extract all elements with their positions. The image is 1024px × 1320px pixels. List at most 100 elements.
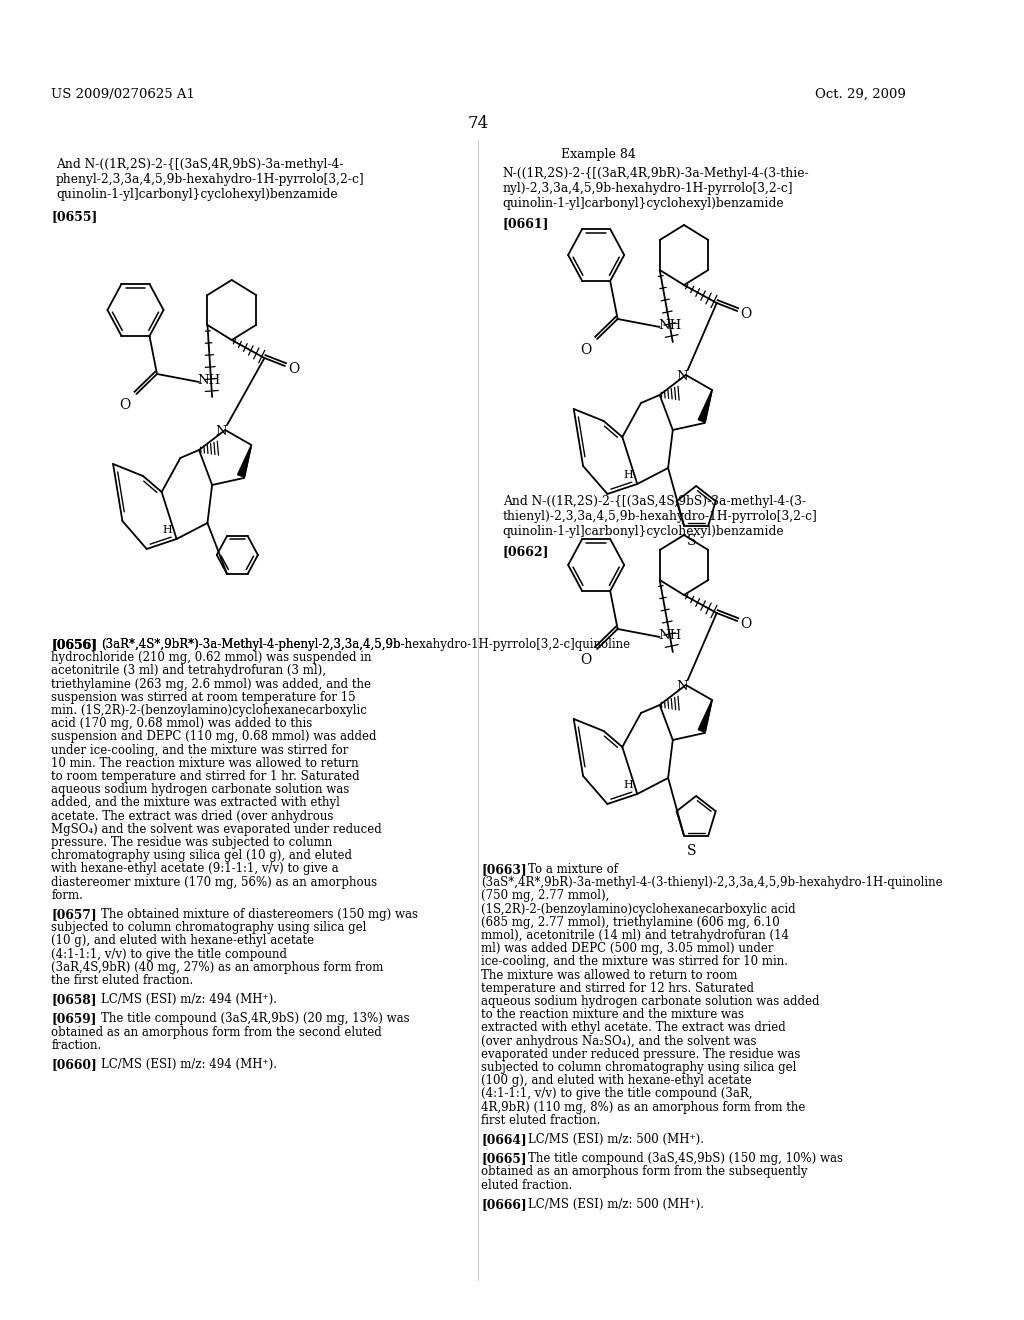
Text: obtained as an amorphous form from the second eluted: obtained as an amorphous form from the s… bbox=[51, 1026, 382, 1039]
Text: [0660]: [0660] bbox=[51, 1059, 97, 1071]
Text: 4R,9bR) (110 mg, 8%) as an amorphous form from the: 4R,9bR) (110 mg, 8%) as an amorphous for… bbox=[481, 1101, 806, 1114]
Text: (4:1-1:1, v/v) to give the title compound (3aR,: (4:1-1:1, v/v) to give the title compoun… bbox=[481, 1088, 753, 1101]
Text: O: O bbox=[740, 616, 752, 631]
Text: Example 84: Example 84 bbox=[561, 148, 636, 161]
Text: nyl)-2,3,3a,4,5,9b-hexahydro-1H-pyrrolo[3,2-c]: nyl)-2,3,3a,4,5,9b-hexahydro-1H-pyrrolo[… bbox=[503, 182, 794, 195]
Text: (10 g), and eluted with hexane-ethyl acetate: (10 g), and eluted with hexane-ethyl ace… bbox=[51, 935, 314, 948]
Text: fraction.: fraction. bbox=[51, 1039, 101, 1052]
Text: [0664]: [0664] bbox=[481, 1133, 527, 1146]
Text: The obtained mixture of diastereomers (150 mg) was: The obtained mixture of diastereomers (1… bbox=[101, 908, 418, 921]
Text: quinolin-1-yl]carbonyl}cyclohexyl)benzamide: quinolin-1-yl]carbonyl}cyclohexyl)benzam… bbox=[503, 197, 784, 210]
Text: The title compound (3aS,4R,9bS) (20 mg, 13%) was: The title compound (3aS,4R,9bS) (20 mg, … bbox=[101, 1012, 410, 1026]
Polygon shape bbox=[238, 445, 251, 478]
Text: O: O bbox=[740, 308, 752, 321]
Text: O: O bbox=[581, 653, 592, 667]
Text: N: N bbox=[676, 370, 688, 383]
Text: acetate. The extract was dried (over anhydrous: acetate. The extract was dried (over anh… bbox=[51, 809, 334, 822]
Text: aqueous sodium hydrogen carbonate solution was added: aqueous sodium hydrogen carbonate soluti… bbox=[481, 995, 820, 1008]
Text: quinolin-1-yl]carbonyl}cyclohexyl)benzamide: quinolin-1-yl]carbonyl}cyclohexyl)benzam… bbox=[503, 525, 784, 539]
Text: [0658]: [0658] bbox=[51, 993, 97, 1006]
Text: diastereomer mixture (170 mg, 56%) as an amorphous: diastereomer mixture (170 mg, 56%) as an… bbox=[51, 875, 378, 888]
Text: suspension and DEPC (110 mg, 0.68 mmol) was added: suspension and DEPC (110 mg, 0.68 mmol) … bbox=[51, 730, 377, 743]
Text: ml) was added DEPC (500 mg, 3.05 mmol) under: ml) was added DEPC (500 mg, 3.05 mmol) u… bbox=[481, 942, 774, 956]
Text: obtained as an amorphous form from the subsequently: obtained as an amorphous form from the s… bbox=[481, 1166, 808, 1179]
Text: to the reaction mixture and the mixture was: to the reaction mixture and the mixture … bbox=[481, 1008, 744, 1022]
Text: And N-((1R,2S)-2-{[(3aS,4R,9bS)-3a-methyl-4-: And N-((1R,2S)-2-{[(3aS,4R,9bS)-3a-methy… bbox=[56, 158, 344, 172]
Text: form.: form. bbox=[51, 888, 83, 902]
Text: [0661]: [0661] bbox=[503, 216, 549, 230]
Text: under ice-cooling, and the mixture was stirred for: under ice-cooling, and the mixture was s… bbox=[51, 743, 349, 756]
Text: ice-cooling, and the mixture was stirred for 10 min.: ice-cooling, and the mixture was stirred… bbox=[481, 956, 788, 969]
Text: The mixture was allowed to return to room: The mixture was allowed to return to roo… bbox=[481, 969, 737, 982]
Text: evaporated under reduced pressure. The residue was: evaporated under reduced pressure. The r… bbox=[481, 1048, 801, 1061]
Text: the first eluted fraction.: the first eluted fraction. bbox=[51, 974, 194, 987]
Text: suspension was stirred at room temperature for 15: suspension was stirred at room temperatu… bbox=[51, 690, 356, 704]
Text: acetonitrile (3 ml) and tetrahydrofuran (3 ml),: acetonitrile (3 ml) and tetrahydrofuran … bbox=[51, 664, 327, 677]
Text: H: H bbox=[623, 470, 633, 480]
Text: LC/MS (ESI) m/z: 494 (MH⁺).: LC/MS (ESI) m/z: 494 (MH⁺). bbox=[101, 993, 276, 1006]
Text: [0665]: [0665] bbox=[481, 1152, 526, 1166]
Text: to room temperature and stirred for 1 hr. Saturated: to room temperature and stirred for 1 hr… bbox=[51, 770, 360, 783]
Text: pressure. The residue was subjected to column: pressure. The residue was subjected to c… bbox=[51, 836, 333, 849]
Text: (over anhydrous Na₂SO₄), and the solvent was: (over anhydrous Na₂SO₄), and the solvent… bbox=[481, 1035, 757, 1048]
Text: with hexane-ethyl acetate (9:1-1:1, v/v) to give a: with hexane-ethyl acetate (9:1-1:1, v/v)… bbox=[51, 862, 339, 875]
Text: triethylamine (263 mg, 2.6 mmol) was added, and the: triethylamine (263 mg, 2.6 mmol) was add… bbox=[51, 677, 372, 690]
Text: MgSO₄) and the solvent was evaporated under reduced: MgSO₄) and the solvent was evaporated un… bbox=[51, 822, 382, 836]
Text: [0659]: [0659] bbox=[51, 1012, 97, 1026]
Text: thienyl)-2,3,3a,4,5,9b-hexahydro-1H-pyrrolo[3,2-c]: thienyl)-2,3,3a,4,5,9b-hexahydro-1H-pyrr… bbox=[503, 510, 817, 523]
Text: subjected to column chromatography using silica gel: subjected to column chromatography using… bbox=[481, 1061, 797, 1074]
Text: added, and the mixture was extracted with ethyl: added, and the mixture was extracted wit… bbox=[51, 796, 340, 809]
Text: NH: NH bbox=[657, 319, 681, 333]
Text: N: N bbox=[216, 425, 227, 438]
Text: (1S,2R)-2-(benzoylamino)cyclohexanecarboxylic acid: (1S,2R)-2-(benzoylamino)cyclohexanecarbo… bbox=[481, 903, 796, 916]
Text: S: S bbox=[687, 535, 696, 548]
Text: mmol), acetonitrile (14 ml) and tetrahydrofuran (14: mmol), acetonitrile (14 ml) and tetrahyd… bbox=[481, 929, 790, 942]
Text: extracted with ethyl acetate. The extract was dried: extracted with ethyl acetate. The extrac… bbox=[481, 1022, 786, 1035]
Text: eluted fraction.: eluted fraction. bbox=[481, 1179, 572, 1192]
Text: min. (1S,2R)-2-(benzoylamino)cyclohexanecarboxylic: min. (1S,2R)-2-(benzoylamino)cyclohexane… bbox=[51, 704, 368, 717]
Text: 74: 74 bbox=[468, 115, 489, 132]
Text: (750 mg, 2.77 mmol),: (750 mg, 2.77 mmol), bbox=[481, 890, 609, 903]
Text: phenyl-2,3,3a,4,5,9b-hexahydro-1H-pyrrolo[3,2-c]: phenyl-2,3,3a,4,5,9b-hexahydro-1H-pyrrol… bbox=[56, 173, 365, 186]
Text: chromatography using silica gel (10 g), and eluted: chromatography using silica gel (10 g), … bbox=[51, 849, 352, 862]
Text: quinolin-1-yl]carbonyl}cyclohexyl)benzamide: quinolin-1-yl]carbonyl}cyclohexyl)benzam… bbox=[56, 187, 338, 201]
Text: (3aR,4S,9bR) (40 mg, 27%) as an amorphous form from: (3aR,4S,9bR) (40 mg, 27%) as an amorphou… bbox=[51, 961, 384, 974]
Text: LC/MS (ESI) m/z: 500 (MH⁺).: LC/MS (ESI) m/z: 500 (MH⁺). bbox=[528, 1133, 703, 1146]
Text: NH: NH bbox=[198, 374, 220, 387]
Text: S: S bbox=[687, 843, 696, 858]
Text: O: O bbox=[581, 343, 592, 356]
Text: [0655]: [0655] bbox=[51, 210, 97, 223]
Text: O: O bbox=[288, 362, 299, 376]
Polygon shape bbox=[698, 389, 712, 422]
Text: [0656]: [0656] bbox=[51, 638, 97, 651]
Text: [0656]: [0656] bbox=[51, 638, 97, 651]
Polygon shape bbox=[698, 700, 712, 733]
Text: NH: NH bbox=[657, 630, 681, 642]
Text: (100 g), and eluted with hexane-ethyl acetate: (100 g), and eluted with hexane-ethyl ac… bbox=[481, 1074, 752, 1088]
Text: LC/MS (ESI) m/z: 494 (MH⁺).: LC/MS (ESI) m/z: 494 (MH⁺). bbox=[101, 1059, 276, 1071]
Text: H: H bbox=[163, 525, 172, 536]
Text: To a mixture of: To a mixture of bbox=[528, 863, 617, 876]
Text: [0662]: [0662] bbox=[503, 545, 549, 558]
Text: temperature and stirred for 12 hrs. Saturated: temperature and stirred for 12 hrs. Satu… bbox=[481, 982, 755, 995]
Text: subjected to column chromatography using silica gel: subjected to column chromatography using… bbox=[51, 921, 367, 935]
Text: acid (170 mg, 0.68 mmol) was added to this: acid (170 mg, 0.68 mmol) was added to th… bbox=[51, 717, 312, 730]
Text: [0666]: [0666] bbox=[481, 1197, 527, 1210]
Text: And N-((1R,2S)-2-{[(3aS,4S,9bS)-3a-methyl-4-(3-: And N-((1R,2S)-2-{[(3aS,4S,9bS)-3a-methy… bbox=[503, 495, 806, 508]
Text: 10 min. The reaction mixture was allowed to return: 10 min. The reaction mixture was allowed… bbox=[51, 756, 359, 770]
Text: [0657]: [0657] bbox=[51, 908, 97, 921]
Text: US 2009/0270625 A1: US 2009/0270625 A1 bbox=[51, 88, 196, 102]
Text: (3aS*,4R*,9bR)-3a-methyl-4-(3-thienyl)-2,3,3a,4,5,9b-hexahydro-1H-quinoline: (3aS*,4R*,9bR)-3a-methyl-4-(3-thienyl)-2… bbox=[481, 876, 943, 890]
Text: first eluted fraction.: first eluted fraction. bbox=[481, 1114, 601, 1127]
Text: LC/MS (ESI) m/z: 500 (MH⁺).: LC/MS (ESI) m/z: 500 (MH⁺). bbox=[528, 1197, 703, 1210]
Text: N-((1R,2S)-2-{[(3aR,4R,9bR)-3a-Methyl-4-(3-thie-: N-((1R,2S)-2-{[(3aR,4R,9bR)-3a-Methyl-4-… bbox=[503, 168, 809, 180]
Text: (685 mg, 2.77 mmol), triethylamine (606 mg, 6.10: (685 mg, 2.77 mmol), triethylamine (606 … bbox=[481, 916, 780, 929]
Text: (3aR*,4S*,9bR*)-3a-Methyl-4-phenyl-2,3,3a,4,5,9b-h: (3aR*,4S*,9bR*)-3a-Methyl-4-phenyl-2,3,3… bbox=[101, 638, 412, 651]
Text: N: N bbox=[676, 680, 688, 693]
Text: The title compound (3aS,4S,9bS) (150 mg, 10%) was: The title compound (3aS,4S,9bS) (150 mg,… bbox=[528, 1152, 843, 1166]
Text: [0663]: [0663] bbox=[481, 863, 527, 876]
Text: Oct. 29, 2009: Oct. 29, 2009 bbox=[814, 88, 905, 102]
Text: hydrochloride (210 mg, 0.62 mmol) was suspended in: hydrochloride (210 mg, 0.62 mmol) was su… bbox=[51, 651, 372, 664]
Text: O: O bbox=[120, 399, 131, 412]
Text: aqueous sodium hydrogen carbonate solution was: aqueous sodium hydrogen carbonate soluti… bbox=[51, 783, 349, 796]
